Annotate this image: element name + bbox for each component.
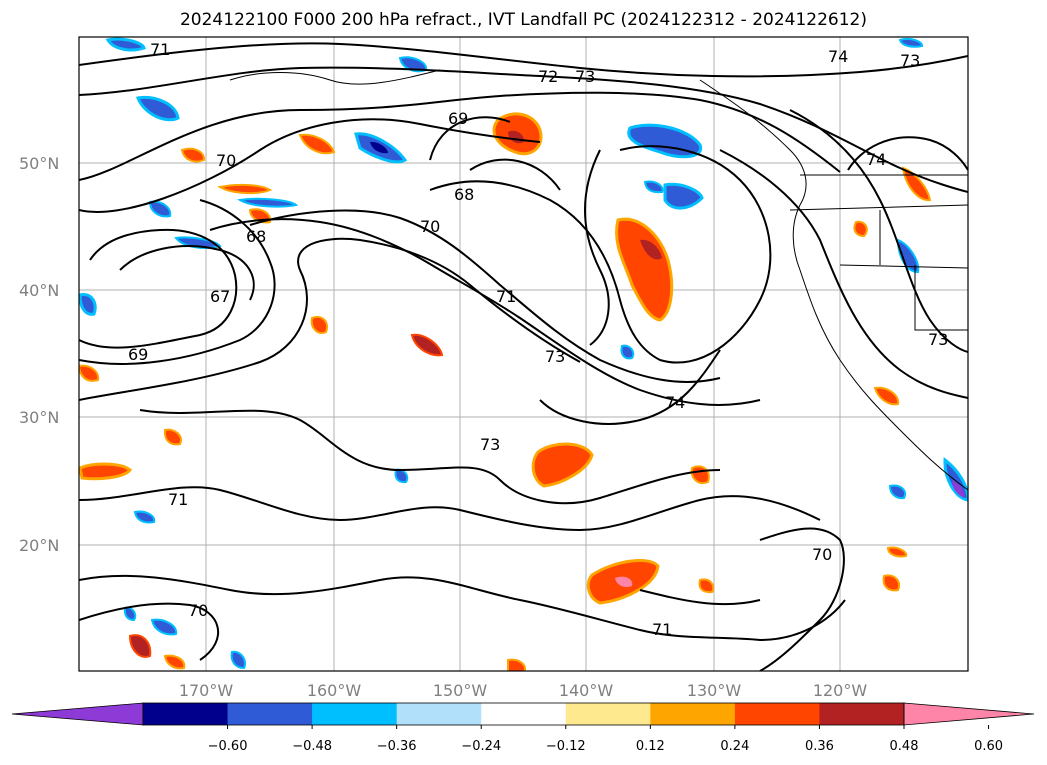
colorbar-cell (565, 703, 651, 725)
lon-label: 130°W (687, 681, 742, 700)
shading-blobs (79, 37, 968, 671)
colorbar-extend-right (903, 702, 1035, 726)
lon-label: 170°W (179, 681, 234, 700)
contour-label: 67 (210, 287, 230, 306)
contour-label: 73 (480, 435, 500, 454)
colorbar-tick-label: 0.36 (805, 739, 834, 754)
contour-label: 70 (420, 217, 440, 236)
contour-label: 71 (652, 620, 672, 639)
colorbar-tick-label: 0.60 (974, 739, 1003, 754)
colorbar-cell (650, 703, 736, 725)
contour-label: 74 (665, 393, 685, 412)
lon-label: 150°W (433, 681, 488, 700)
longitude-labels: 170°W 160°W 150°W 140°W 130°W 120°W (179, 681, 868, 700)
coastlines (229, 69, 968, 491)
colorbar: −0.60 −0.48 −0.36 −0.24 −0.12 0.12 0.24 0.36 0.4… (11, 702, 1035, 754)
contour-label: 70 (188, 601, 208, 620)
contour-label: 73 (575, 67, 595, 86)
colorbar-tick-label: −0.36 (377, 739, 417, 754)
colorbar-tick-label: −0.48 (292, 739, 332, 754)
contour-label: 70 (812, 545, 832, 564)
colorbar-cell (227, 703, 313, 725)
contour-label: 68 (246, 227, 266, 246)
colorbar-cell (312, 703, 398, 725)
colorbar-cell (481, 703, 567, 725)
contour-label: 69 (448, 109, 468, 128)
colorbar-outline (142, 702, 905, 726)
colorbar-tick-label: 0.48 (890, 739, 919, 754)
colorbar-tick-label: −0.12 (546, 739, 586, 754)
colorbar-tick-label: −0.24 (461, 739, 501, 754)
contour-label: 74 (866, 150, 886, 169)
map-frame (78, 36, 969, 672)
colorbar-tick-label: 0.12 (636, 739, 665, 754)
colorbar-cell (143, 703, 229, 725)
lat-label: 30°N (19, 408, 59, 427)
contour-label: 71 (168, 490, 188, 509)
contour-label: 73 (928, 330, 948, 349)
negative-anomaly-blobs (79, 37, 968, 670)
colorbar-cell (819, 703, 905, 725)
contour-label: 71 (150, 40, 170, 59)
latitude-labels: 50°N 40°N 30°N 20°N (19, 154, 59, 555)
contour-label: 69 (128, 345, 148, 364)
contour-label: 73 (900, 51, 920, 70)
contour-label: 72 (538, 67, 558, 86)
colorbar-cell (734, 703, 820, 725)
contour-labels: 71 72 73 74 73 69 70 68 70 68 67 71 69 7… (128, 40, 948, 639)
contour-label: 70 (216, 151, 236, 170)
map-title: 2024122100 F000 200 hPa refract., IVT La… (179, 10, 867, 30)
lat-label: 50°N (19, 154, 59, 173)
contour-label: 68 (454, 185, 474, 204)
colorbar-extend-left (11, 702, 144, 726)
contour-label: 74 (828, 47, 848, 66)
lon-label: 140°W (559, 681, 614, 700)
colorbar-cell (396, 703, 482, 725)
positive-anomaly-blobs (79, 112, 932, 671)
contour-label: 73 (545, 347, 565, 366)
colorbar-tick-label: −0.60 (208, 739, 248, 754)
lon-label: 160°W (307, 681, 362, 700)
lat-label: 20°N (19, 536, 59, 555)
contour-label: 71 (496, 287, 516, 306)
lat-label: 40°N (19, 281, 59, 300)
lon-label: 120°W (813, 681, 868, 700)
contour-lines (79, 42, 968, 671)
colorbar-tick-label: 0.24 (720, 739, 749, 754)
